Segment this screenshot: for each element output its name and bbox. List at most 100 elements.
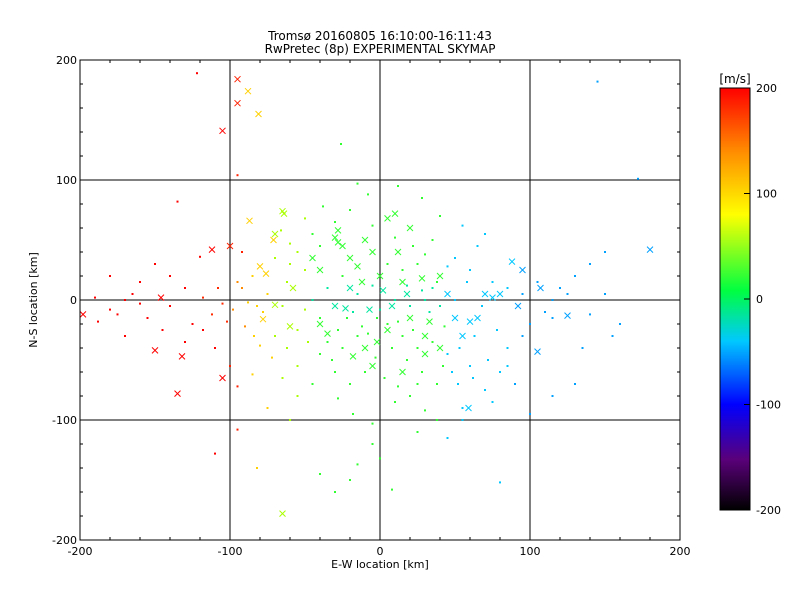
data-point-dot xyxy=(356,463,359,466)
x-tick-label: 100 xyxy=(520,545,541,558)
data-point-dot xyxy=(346,317,348,319)
data-point-dot xyxy=(443,325,446,328)
data-point-dot xyxy=(386,323,389,325)
data-point-x xyxy=(219,374,226,382)
data-point-x xyxy=(346,284,354,292)
data-point-dot xyxy=(521,335,524,337)
data-points xyxy=(79,72,654,517)
colorbar-label: [m/s] xyxy=(719,72,750,86)
data-point-dot xyxy=(406,359,408,361)
data-point-x xyxy=(289,284,297,292)
data-point-dot xyxy=(397,385,399,388)
data-point-x xyxy=(465,404,472,412)
data-point-x xyxy=(279,207,286,215)
data-point-dot xyxy=(469,365,471,367)
chart-subtitle: RwPretec (8p) EXPERIMENTAL SKYMAP xyxy=(265,42,496,56)
data-point-dot xyxy=(431,341,434,343)
data-point-x xyxy=(384,215,391,222)
data-point-dot xyxy=(379,457,381,460)
data-point-dot xyxy=(394,299,396,301)
data-point-dot xyxy=(421,289,423,292)
data-point-dot xyxy=(296,251,299,253)
data-point-dot xyxy=(296,329,299,331)
data-point-x xyxy=(391,210,399,217)
data-point-dot xyxy=(280,229,282,232)
data-point-dot xyxy=(581,347,584,349)
data-point-dot xyxy=(304,269,306,271)
data-point-dot xyxy=(529,413,531,415)
data-point-dot xyxy=(472,377,474,379)
data-point-dot xyxy=(139,281,141,283)
data-point-dot xyxy=(341,347,344,349)
data-point-dot xyxy=(116,313,119,316)
data-point-x xyxy=(219,127,226,135)
data-point-dot xyxy=(409,305,411,307)
data-point-dot xyxy=(496,329,498,331)
data-point-dot xyxy=(466,281,468,283)
data-point-x xyxy=(255,110,262,118)
data-point-dot xyxy=(214,452,216,455)
data-point-dot xyxy=(604,251,606,253)
colorbar-tick-label: 100 xyxy=(756,188,777,201)
data-point-dot xyxy=(457,383,459,385)
data-point-dot xyxy=(274,257,276,259)
data-point-dot xyxy=(424,299,426,301)
data-point-dot xyxy=(259,344,261,347)
data-point-x xyxy=(394,248,402,256)
data-point-dot xyxy=(184,341,186,343)
data-point-dot xyxy=(289,242,291,245)
data-point-x xyxy=(384,326,391,334)
data-point-dot xyxy=(349,479,351,481)
data-point-dot xyxy=(371,443,374,445)
data-point-dot xyxy=(428,311,431,313)
data-point-dot xyxy=(364,371,366,373)
data-point-x xyxy=(208,246,216,253)
data-point-x xyxy=(508,258,516,265)
data-point-dot xyxy=(397,320,399,323)
data-point-dot xyxy=(262,311,264,313)
data-point-dot xyxy=(349,383,351,385)
data-point-dot xyxy=(356,335,359,337)
data-point-dot xyxy=(352,413,354,415)
data-point-dot xyxy=(416,263,419,265)
data-point-x xyxy=(481,290,489,298)
data-point-x xyxy=(309,254,316,262)
x-tick-label: 200 xyxy=(670,545,691,558)
data-point-dot xyxy=(307,341,309,343)
data-point-dot xyxy=(236,174,239,177)
data-point-x xyxy=(436,272,444,280)
data-point-dot xyxy=(124,299,126,301)
data-point-dot xyxy=(356,293,359,295)
data-point-dot xyxy=(319,245,321,247)
data-point-dot xyxy=(566,293,569,295)
data-point-dot xyxy=(337,329,339,331)
data-point-dot xyxy=(236,428,239,431)
data-point-dot xyxy=(109,308,111,311)
data-point-dot xyxy=(236,281,239,283)
data-point-x xyxy=(366,306,373,313)
data-point-x xyxy=(444,290,451,298)
y-axis-label: N-S location [km] xyxy=(27,252,40,348)
data-point-dot xyxy=(322,205,324,208)
y-tick-label: 100 xyxy=(56,174,77,187)
y-tick-label: 200 xyxy=(56,54,77,67)
data-point-dot xyxy=(241,287,243,289)
data-point-dot xyxy=(416,431,419,433)
data-point-dot xyxy=(421,371,423,373)
data-point-dot xyxy=(311,383,314,385)
data-point-dot xyxy=(251,275,254,277)
colorbar-tick-label: 200 xyxy=(756,82,777,95)
data-point-dot xyxy=(416,383,419,385)
data-point-dot xyxy=(161,329,164,331)
data-point-dot xyxy=(217,287,219,289)
data-point-dot xyxy=(424,253,426,256)
data-point-x xyxy=(286,323,294,330)
data-point-dot xyxy=(491,401,494,403)
data-point-dot xyxy=(274,335,276,337)
data-point-dot xyxy=(499,481,501,484)
data-point-dot xyxy=(221,302,224,305)
data-point-dot xyxy=(391,347,393,349)
data-point-dot xyxy=(551,395,554,397)
data-point-x xyxy=(246,217,253,225)
